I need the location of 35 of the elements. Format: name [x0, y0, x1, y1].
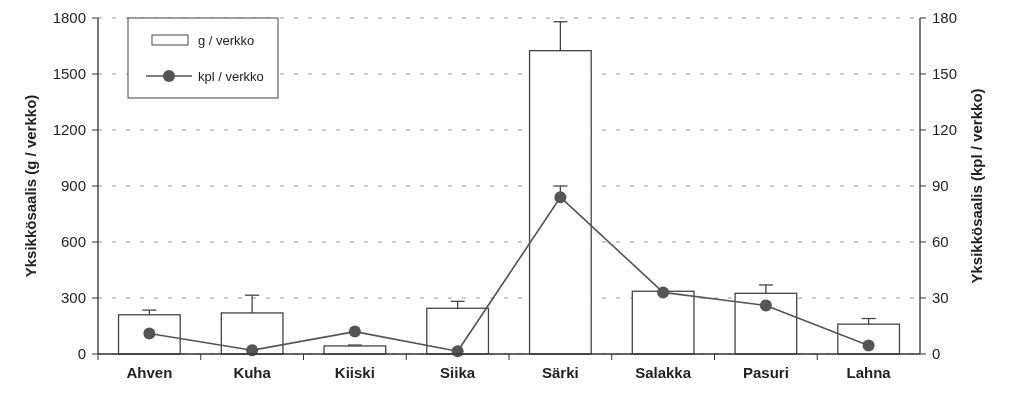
- x-tick-label: Kiiski: [334, 364, 375, 381]
- bar: [837, 323, 901, 355]
- y-tick-label: 900: [60, 177, 86, 195]
- y2-tick-label: 150: [932, 65, 958, 83]
- y2-tick-label: 60: [932, 233, 949, 251]
- y2-tick-label: 30: [932, 289, 949, 307]
- y-tick-label: 1500: [52, 65, 86, 83]
- point: [657, 286, 670, 299]
- x-tick-label: Särki: [542, 364, 579, 381]
- point: [862, 339, 875, 352]
- x-tick-label: Pasuri: [742, 364, 789, 381]
- bar: [631, 290, 695, 355]
- legend-label: g / verkko: [198, 32, 255, 48]
- y-tick-label: 0: [77, 345, 86, 363]
- y-tick-label: 300: [60, 289, 86, 307]
- y2-tick-label: 90: [932, 177, 949, 195]
- x-tick-label: Kuha: [233, 364, 272, 381]
- x-tick-label: Salakka: [635, 364, 692, 381]
- y-tick-label: 1800: [52, 9, 86, 27]
- y-axis-title: Yksikkösaalis (g / verkko): [22, 94, 39, 278]
- point: [759, 299, 772, 312]
- y2-tick-label: 180: [932, 9, 958, 27]
- x-tick-label: Ahven: [126, 364, 173, 381]
- y2-tick-label: 0: [932, 345, 941, 363]
- y-tick-label: 600: [60, 233, 86, 251]
- x-tick-label: Lahna: [846, 364, 892, 381]
- point: [348, 325, 361, 338]
- point: [554, 191, 567, 204]
- legend-label: kpl / verkko: [198, 68, 264, 84]
- x-tick-label: Siika: [440, 364, 476, 381]
- y-tick-label: 1200: [52, 121, 86, 139]
- y2-tick-label: 120: [932, 121, 958, 139]
- point: [143, 327, 156, 340]
- bar: [117, 314, 181, 355]
- y2-axis-title: Yksikkösaalis (kpl / verkko): [968, 88, 985, 284]
